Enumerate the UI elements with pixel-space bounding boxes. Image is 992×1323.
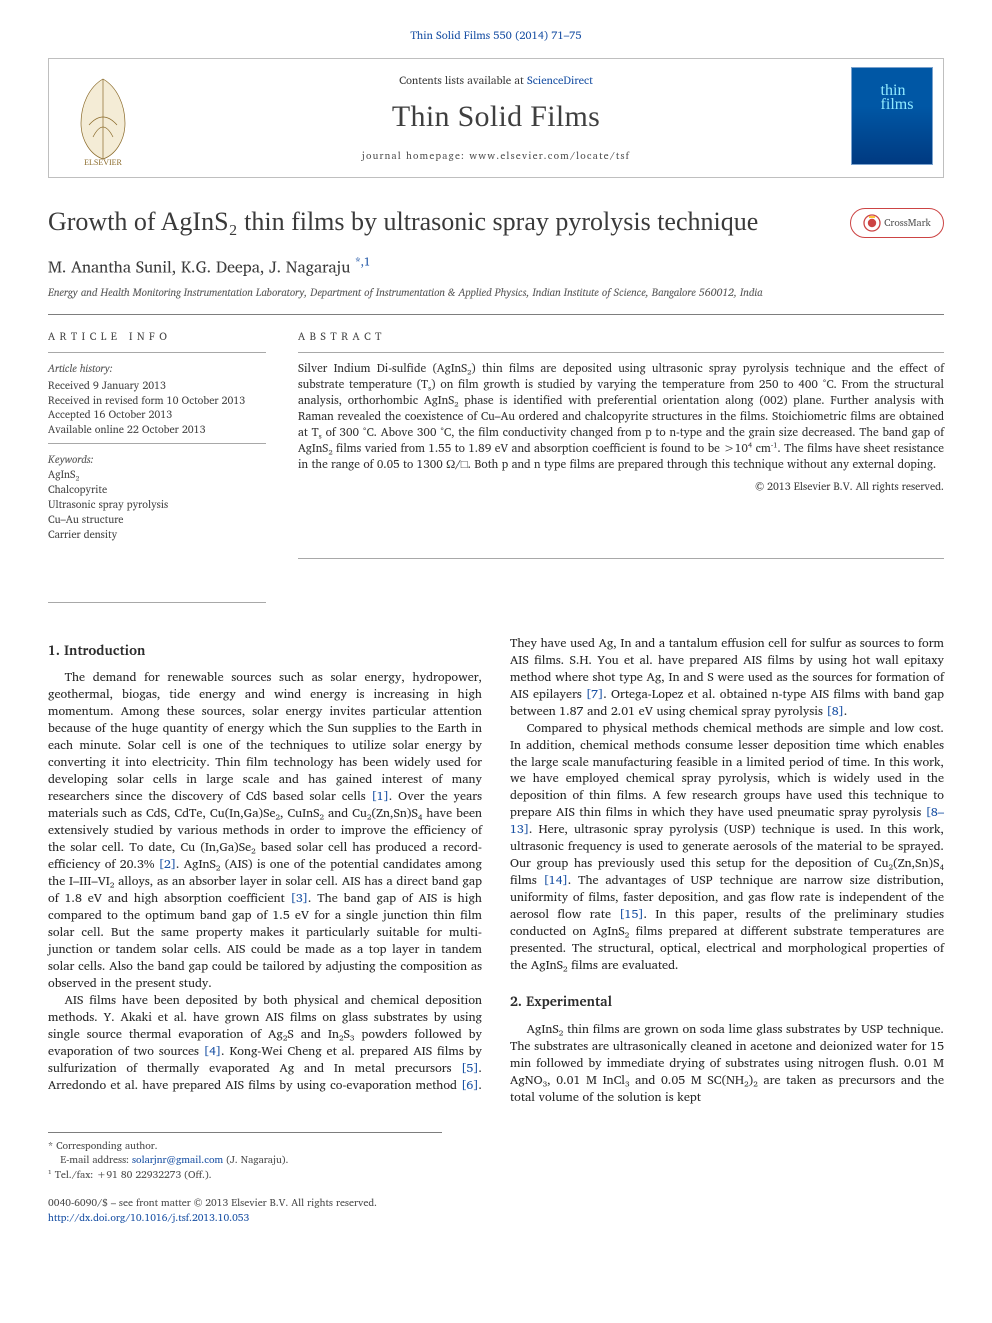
footnotes: * Corresponding author. E-mail address: … <box>48 1132 442 1182</box>
thin-rule-1 <box>48 352 266 353</box>
footnote-email: E-mail address: solarjnr@gmail.com (J. N… <box>48 1153 442 1167</box>
sciencedirect-link[interactable]: ScienceDirect <box>527 71 593 89</box>
citation-link[interactable]: [4] <box>204 1041 221 1061</box>
crossmark-badge[interactable]: CrossMark <box>850 208 944 238</box>
citation-link[interactable]: [1] <box>372 786 389 806</box>
footnote-corresponding: * Corresponding author. <box>48 1139 442 1153</box>
abstract-copyright: © 2013 Elsevier B.V. All rights reserved… <box>298 479 944 494</box>
journal-homepage: journal homepage: www.elsevier.com/locat… <box>155 149 837 163</box>
page-footer: 0040-6090/$ – see front matter © 2013 El… <box>48 1196 944 1225</box>
doi-link[interactable]: http://dx.doi.org/10.1016/j.tsf.2013.10.… <box>48 1210 249 1226</box>
abstract-text: Silver Indium Di-sulfide (AgInS₂) thin f… <box>298 361 944 473</box>
thin-rule-3 <box>48 602 266 603</box>
citation-link[interactable]: [3] <box>291 888 308 908</box>
affiliation: Energy and Health Monitoring Instrumenta… <box>48 285 944 300</box>
history-label: Article history: <box>48 361 266 376</box>
crossmark-icon <box>863 214 881 232</box>
keywords-label: Keywords: <box>48 452 266 467</box>
email-link[interactable]: solarjnr@gmail.com <box>132 1152 223 1168</box>
abstract-column: ABSTRACT Silver Indium Di-sulfide (AgInS… <box>298 329 944 611</box>
contents-available: Contents lists available at ScienceDirec… <box>155 73 837 89</box>
citation-link[interactable]: [6] <box>461 1075 478 1095</box>
paragraph: The demand for renewable sources such as… <box>48 669 482 991</box>
citation-link[interactable]: [7] <box>586 684 603 704</box>
section-heading-intro: 1. Introduction <box>48 641 482 660</box>
body-text: 1. Introduction The demand for renewable… <box>48 635 944 1106</box>
corresponding-mark[interactable]: *,1 <box>355 254 370 280</box>
cover-title: thinfilms <box>871 84 914 113</box>
article-info-column: ARTICLE INFO Article history: Received 9… <box>48 329 266 611</box>
journal-cover-icon: thinfilms <box>851 67 933 165</box>
svg-text:ELSEVIER: ELSEVIER <box>84 158 122 165</box>
history-item: Available online 22 October 2013 <box>48 422 266 437</box>
article-title: Growth of AgInS₂ thin films by ultrasoni… <box>48 204 944 241</box>
section-heading-experimental: 2. Experimental <box>510 992 944 1011</box>
thin-rule-2 <box>48 443 266 444</box>
citation-link[interactable]: [14] <box>544 870 568 890</box>
journal-ref[interactable]: Thin Solid Films 550 (2014) 71–75 <box>48 28 944 44</box>
paragraph: Compared to physical methods chemical me… <box>510 720 944 975</box>
keyword-item: Carrier density <box>48 527 266 542</box>
paragraph: AgInS₂ thin films are grown on soda lime… <box>510 1021 944 1106</box>
article-info-heading: ARTICLE INFO <box>48 329 266 344</box>
footnote-office: ¹ Tel./fax: +91 80 22932273 (Off.). <box>48 1168 442 1182</box>
thin-rule-5 <box>298 558 944 559</box>
thin-rule-4 <box>298 352 944 353</box>
journal-title: Thin Solid Films <box>155 96 837 139</box>
divider-top <box>48 314 944 315</box>
footer-front-matter: 0040-6090/$ – see front matter © 2013 El… <box>48 1196 377 1210</box>
citation-link[interactable]: [8–13] <box>510 802 944 839</box>
citation-link[interactable]: [15] <box>619 904 643 924</box>
elsevier-logo-icon: ELSEVIER <box>59 67 147 165</box>
authors-line: M. Anantha Sunil, K.G. Deepa, J. Nagaraj… <box>48 255 944 279</box>
citation-link[interactable]: [2] <box>159 854 176 874</box>
abstract-heading: ABSTRACT <box>298 329 944 344</box>
crossmark-label: CrossMark <box>884 216 931 230</box>
journal-header: ELSEVIER thinfilms Contents lists availa… <box>48 58 944 178</box>
